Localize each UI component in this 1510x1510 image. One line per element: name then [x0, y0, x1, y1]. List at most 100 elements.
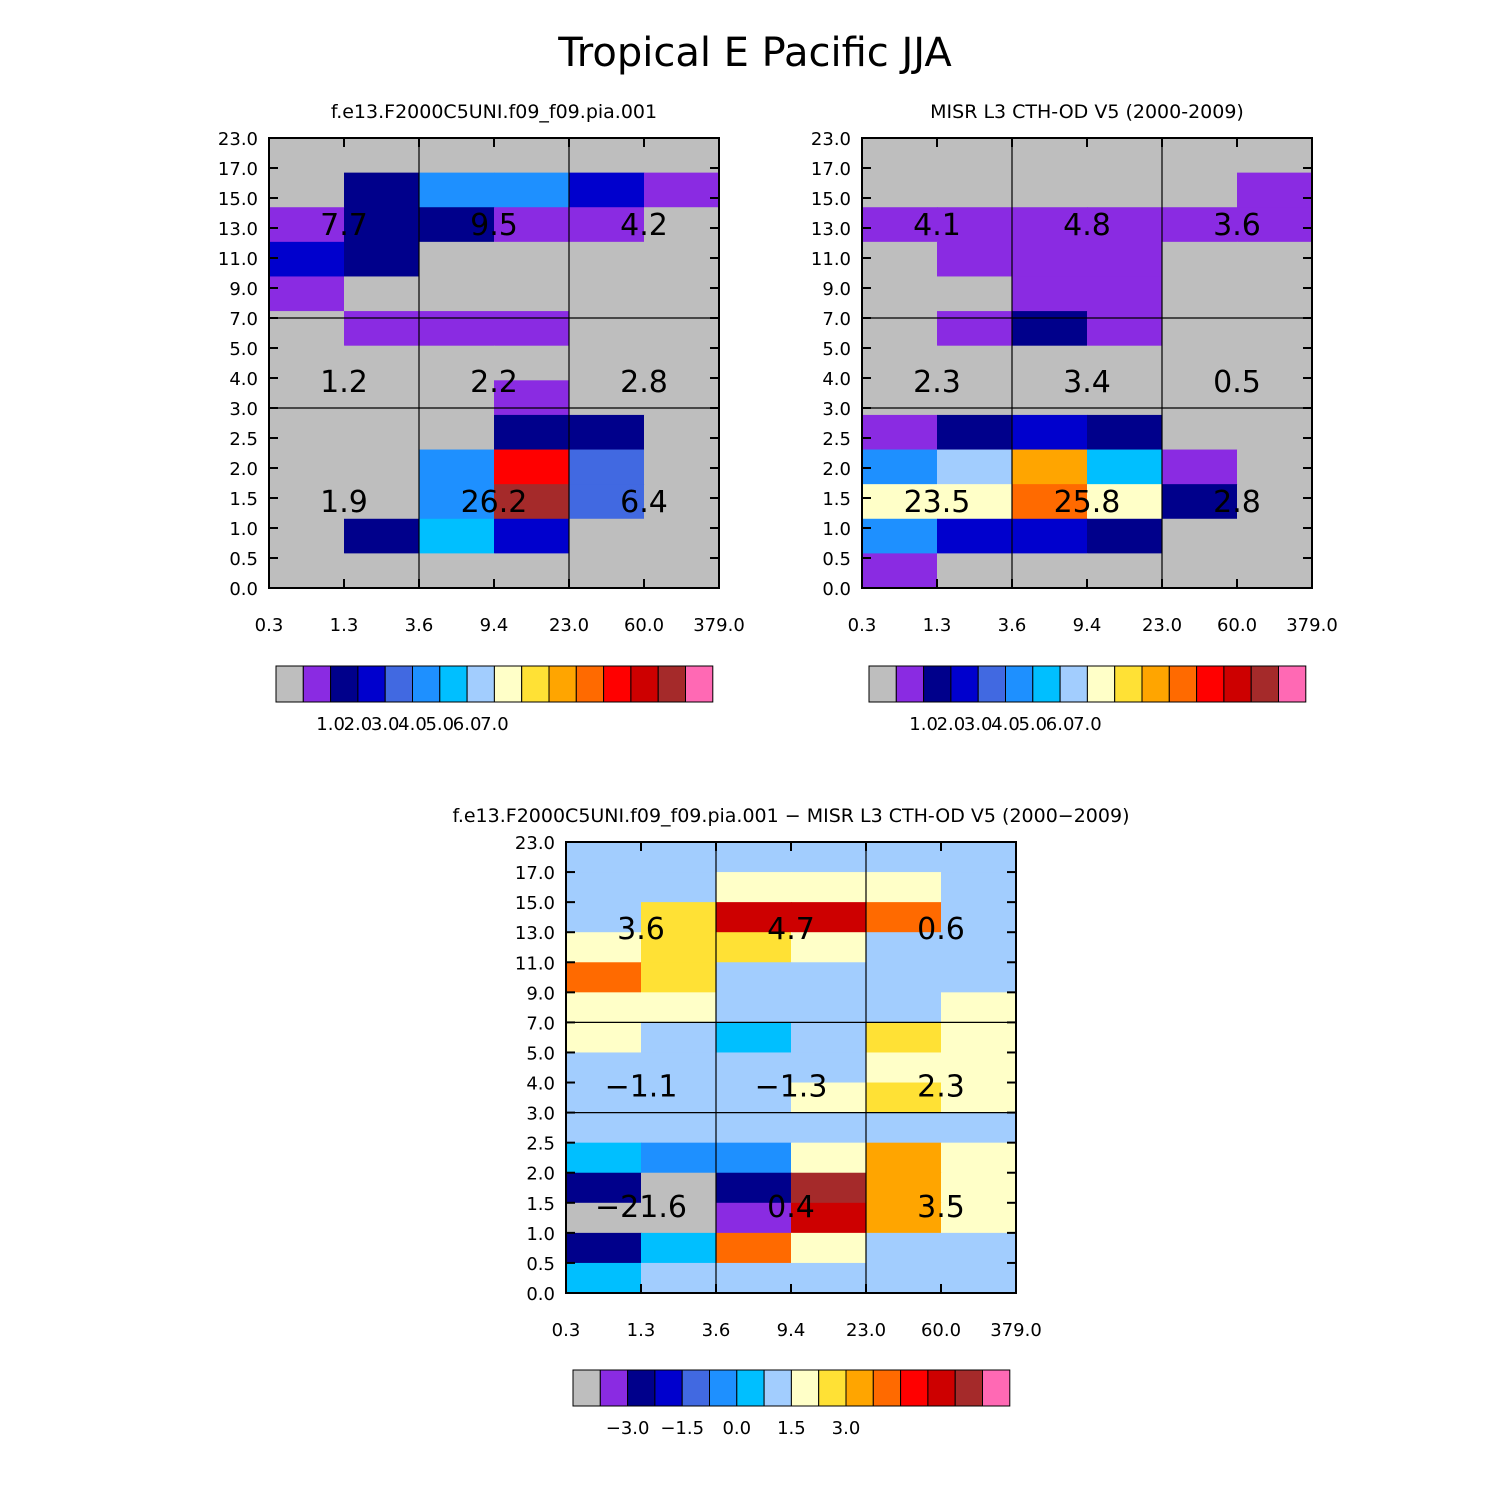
heatmap-cell — [791, 902, 867, 933]
heatmap-cell — [566, 1172, 642, 1204]
heatmap-cell — [1087, 138, 1163, 174]
heatmap-cell — [644, 241, 720, 278]
heatmap-cell — [1237, 414, 1313, 451]
heatmap-cell — [1087, 449, 1163, 485]
heatmap-cell — [494, 380, 570, 416]
x-tick-label: 3.6 — [998, 615, 1027, 636]
heatmap-cell — [941, 992, 1017, 1023]
heatmap-cell — [1012, 414, 1088, 451]
heatmap-cell — [1012, 241, 1088, 278]
heatmap-cell — [866, 1022, 942, 1054]
y-tick-label: 11.0 — [515, 953, 555, 974]
heatmap-cell — [937, 553, 1013, 589]
heatmap-cell — [791, 842, 867, 873]
heatmap-cell — [644, 276, 720, 312]
heatmap-cell — [569, 207, 645, 243]
heatmap-cell — [862, 276, 938, 312]
group-total-label: 0.4 — [767, 1190, 815, 1225]
heatmap-cell — [937, 138, 1013, 174]
colorbar-swatch — [1223, 665, 1252, 703]
heatmap-cell — [941, 1202, 1017, 1234]
heatmap-cell — [344, 553, 420, 589]
colorbar-swatch — [950, 665, 979, 703]
colorbar-label: 2.0 — [344, 714, 373, 735]
heatmap-cell — [941, 1082, 1017, 1114]
y-tick-label: 9.0 — [229, 279, 258, 300]
heatmap-cell — [641, 932, 717, 963]
heatmap-cell — [494, 241, 570, 278]
heatmap-cell — [641, 1172, 717, 1204]
heatmap-cell — [937, 414, 1013, 451]
heatmap-cell — [937, 172, 1013, 208]
heatmap-cell — [344, 138, 420, 174]
heatmap-cell — [1237, 380, 1313, 416]
heatmap-cell — [419, 311, 495, 347]
colorbar-label: 1.0 — [909, 714, 938, 735]
colorbar-swatch — [1278, 665, 1307, 703]
heatmap-cell — [862, 484, 938, 520]
heatmap-cell — [937, 241, 1013, 278]
colorbar-label: 3.0 — [964, 714, 993, 735]
y-tick-label: 15.0 — [515, 893, 555, 914]
heatmap-cell — [866, 962, 942, 993]
x-tick-label: 3.6 — [405, 615, 434, 636]
y-tick-label: 13.0 — [218, 219, 258, 240]
colorbar-swatch — [1005, 665, 1034, 703]
heatmap-cell — [494, 207, 570, 243]
x-tick-label: 379.0 — [990, 1320, 1042, 1341]
heatmap-cell — [862, 138, 938, 174]
heatmap-cell — [1162, 311, 1238, 347]
group-total-label: 0.5 — [1213, 365, 1261, 400]
y-tick-label: 3.0 — [526, 1104, 555, 1125]
heatmap-cell — [644, 380, 720, 416]
y-tick-label: 4.0 — [822, 369, 851, 390]
x-tick-label: 379.0 — [1286, 615, 1338, 636]
colorbar-swatch — [521, 665, 550, 703]
heatmap-cell — [641, 1112, 717, 1144]
heatmap-cell — [1237, 553, 1313, 589]
heatmap-cell — [1087, 484, 1163, 520]
heatmap-cell — [937, 207, 1013, 243]
y-tick-label: 13.0 — [811, 219, 851, 240]
colorbar-swatch — [763, 1369, 792, 1407]
y-tick-label: 17.0 — [218, 159, 258, 180]
heatmap-cell — [1237, 207, 1313, 243]
heatmap-cell — [1012, 449, 1088, 485]
heatmap-cell — [644, 311, 720, 347]
heatmap-cell — [1162, 276, 1238, 312]
colorbar-swatch — [736, 1369, 765, 1407]
group-total-label: 3.6 — [617, 912, 665, 947]
heatmap-cell — [716, 872, 792, 903]
panel-title: f.e13.F2000C5UNI.f09_f09.pia.001 — [331, 101, 657, 123]
heatmap-cell — [941, 1142, 1017, 1174]
heatmap-cell — [791, 1172, 867, 1204]
group-total-label: 26.2 — [461, 485, 528, 520]
heatmap-cell — [344, 276, 420, 312]
group-total-label: −1.1 — [605, 1070, 678, 1105]
heatmap-cell — [569, 553, 645, 589]
heatmap-cell — [641, 1022, 717, 1054]
y-tick-label: 17.0 — [515, 863, 555, 884]
colorbar-label: 0.0 — [722, 1418, 751, 1439]
heatmap-cell — [1012, 345, 1088, 381]
heatmap-cell — [419, 207, 495, 243]
heatmap-cell — [791, 992, 867, 1023]
colorbar-swatch — [845, 1369, 874, 1407]
heatmap-cell — [791, 1052, 867, 1084]
heatmap-cell — [941, 872, 1017, 903]
panel-title: MISR L3 CTH-OD V5 (2000-2009) — [930, 101, 1244, 123]
y-tick-label: 1.0 — [229, 519, 258, 540]
group-total-label: −1.3 — [755, 1070, 828, 1105]
heatmap-cell — [344, 172, 420, 208]
heatmap-cell — [566, 1112, 642, 1144]
heatmap-cell — [716, 842, 792, 873]
heatmap-cell — [1162, 414, 1238, 451]
y-tick-label: 2.5 — [822, 429, 851, 450]
heatmap-cell — [419, 518, 495, 554]
group-total-label: 4.7 — [767, 912, 815, 947]
heatmap-cell — [941, 1172, 1017, 1204]
y-tick-label: 5.0 — [822, 339, 851, 360]
heatmap-cell — [1012, 172, 1088, 208]
heatmap-cell — [494, 414, 570, 451]
